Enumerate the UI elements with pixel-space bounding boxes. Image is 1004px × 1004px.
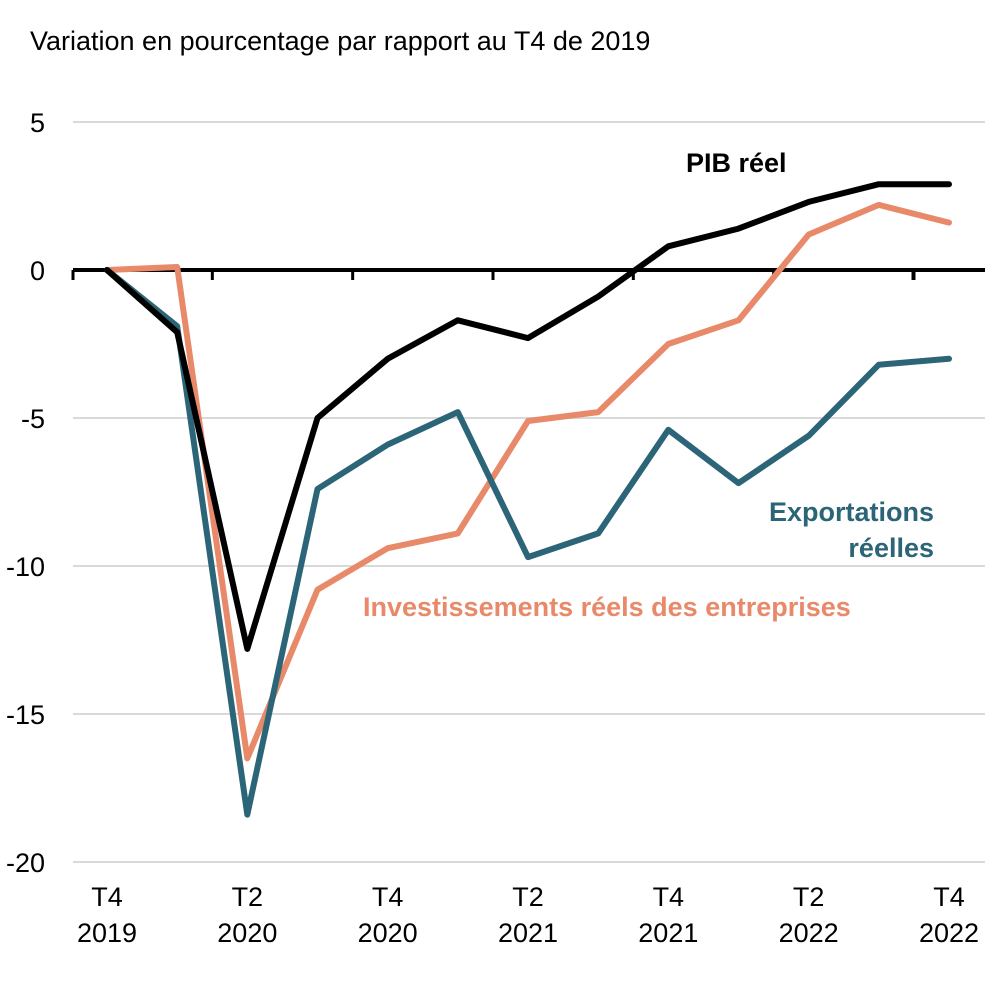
- x-tick-label: 2021: [498, 918, 558, 948]
- series-label: réelles: [848, 533, 934, 563]
- y-axis-ticks: 5 0 -5 -10 -15 -20: [6, 108, 45, 878]
- x-axis: [71, 268, 985, 280]
- series-label: PIB réel: [686, 148, 787, 178]
- y-tick-label: -5: [21, 404, 45, 434]
- series-line: [104, 201, 952, 762]
- x-tick-label: T2: [232, 882, 264, 912]
- series-labels: PIB réel Investissements réels des entrep…: [363, 148, 934, 622]
- x-tick-label: 2020: [358, 918, 418, 948]
- series-line: [104, 181, 952, 652]
- series-line: [104, 267, 952, 818]
- y-tick-label: -15: [6, 700, 45, 730]
- x-tick-label: 2022: [919, 918, 979, 948]
- x-tick-label: T4: [653, 882, 685, 912]
- x-axis-ticks: T4 2019 T2 2020 T4 2020 T2 2021 T4 2021 T2 2022 T4 20…: [77, 882, 979, 948]
- x-tick-label: T4: [933, 882, 965, 912]
- y-tick-label: -10: [6, 552, 45, 582]
- x-tick-label: T4: [91, 882, 123, 912]
- x-tick-label: 2022: [779, 918, 839, 948]
- x-tick-label: 2019: [77, 918, 137, 948]
- x-tick-label: T2: [793, 882, 825, 912]
- y-tick-label: 5: [30, 108, 45, 138]
- series-lines: [104, 181, 952, 818]
- x-tick-label: T4: [372, 882, 404, 912]
- y-tick-label: -20: [6, 848, 45, 878]
- x-tick-label: 2021: [638, 918, 698, 948]
- series-label: Investissements réels des entreprises: [363, 592, 851, 622]
- y-tick-label: 0: [30, 256, 45, 286]
- x-tick-label: T2: [512, 882, 544, 912]
- x-tick-label: 2020: [217, 918, 277, 948]
- series-label: Exportations: [769, 497, 934, 527]
- chart-title: Variation en pourcentage par rapport au …: [30, 26, 651, 56]
